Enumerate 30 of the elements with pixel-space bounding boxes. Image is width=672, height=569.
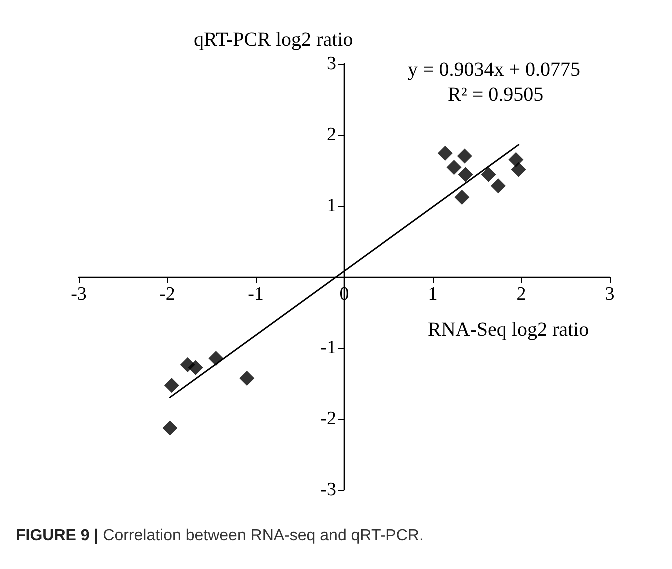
point [508,152,524,168]
y-axis-title: qRT-PCR log2 ratio [194,29,354,51]
point [438,146,453,161]
point [457,148,472,164]
point [490,178,506,194]
point [511,162,526,178]
x-tick-label: -3 [71,284,87,305]
point [481,167,496,182]
y-tick-label: -2 [320,408,336,430]
point [188,360,204,376]
point [162,420,178,436]
y-tick-label: -3 [320,480,336,500]
x-axis-title: RNA-Seq log2 ratio [428,319,590,341]
x-tick-label: -1 [248,284,264,305]
point [454,190,470,205]
x-tick-label: 3 [605,284,615,305]
y-tick-label: -1 [320,338,336,358]
point [164,378,180,394]
y-tick-label: 2 [327,124,336,146]
caption: FIGURE 9 | Correlation between RNA-seq and qRT-PCR. [16,528,424,544]
point [458,167,474,182]
y-tick-label: 1 [327,196,336,216]
x-tick-label: 1 [428,284,438,305]
point [446,160,462,176]
point [240,371,255,386]
x-tick-label: -2 [160,284,176,305]
x-tick-label: 2 [516,284,526,305]
annotation: R² = 0.9505 [448,84,544,106]
y-tick-label: 3 [327,54,336,74]
annotation: y = 0.9034x + 0.0775 [408,59,581,81]
